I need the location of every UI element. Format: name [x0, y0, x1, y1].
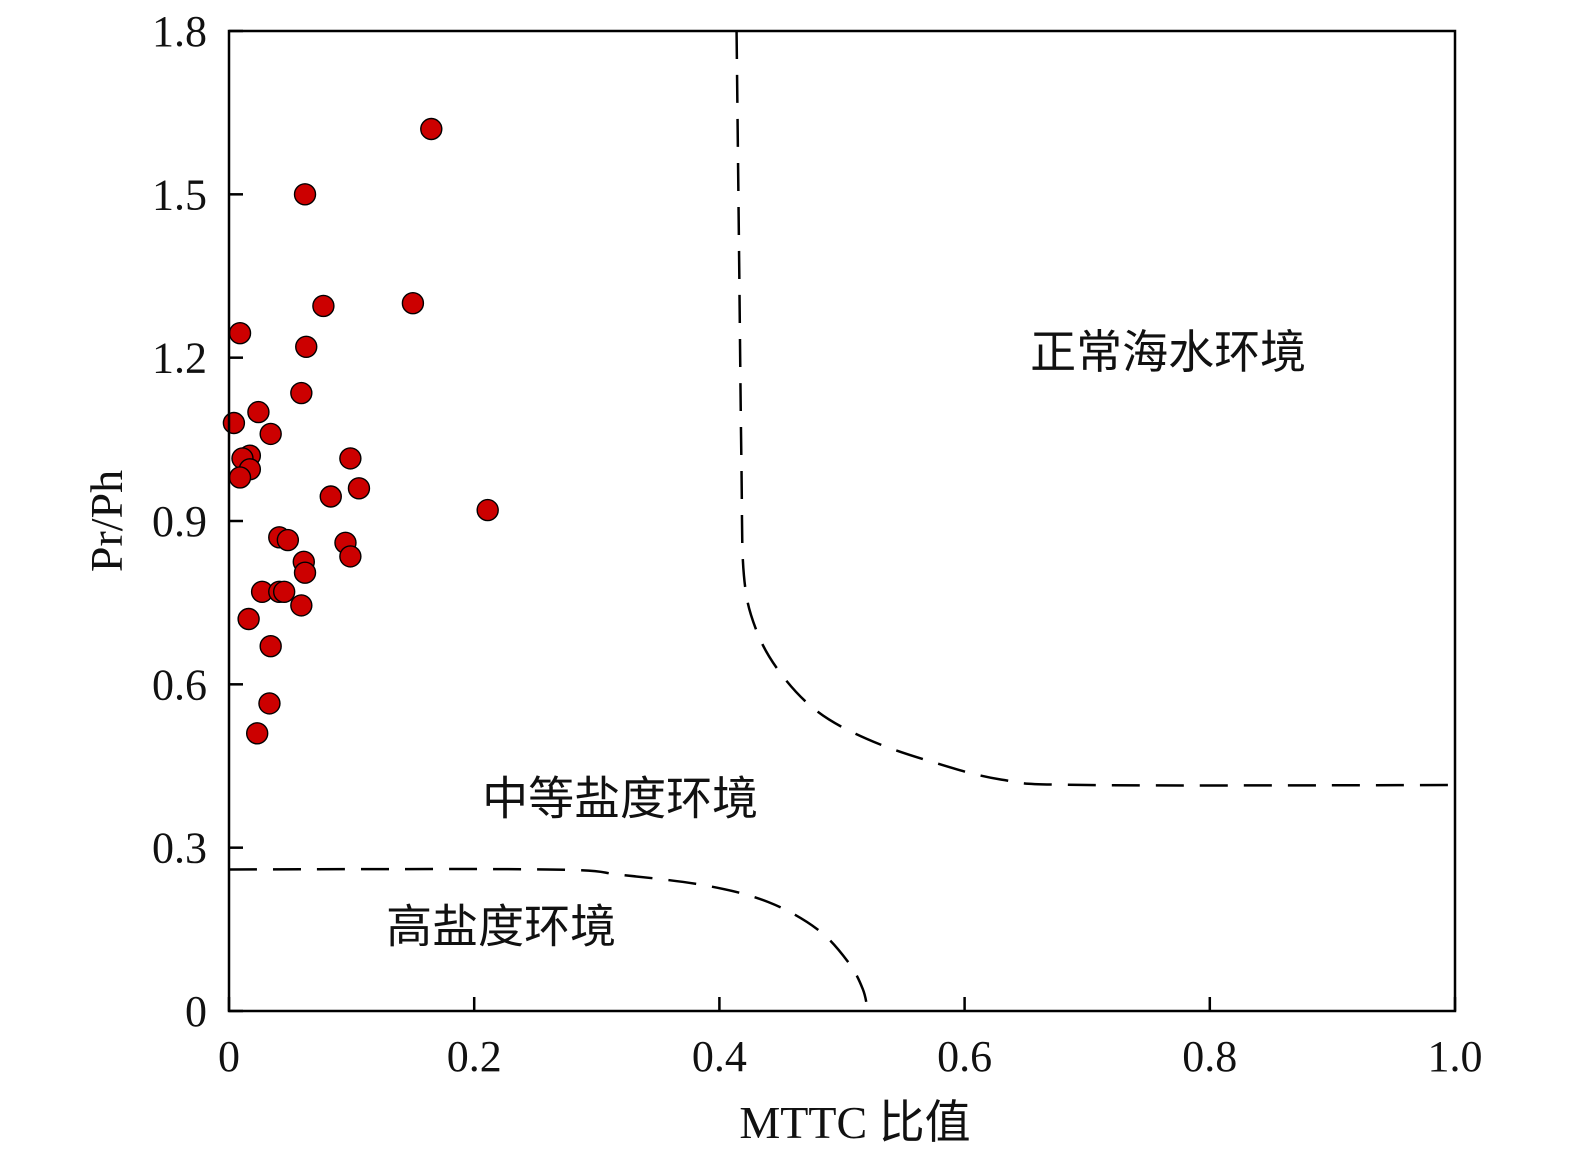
data-point: [293, 561, 317, 584]
data-point: [476, 498, 499, 522]
region-label: 中等盐度环境: [482, 774, 758, 825]
data-point: [258, 692, 281, 715]
data-point: [339, 447, 362, 470]
data-point: [319, 485, 342, 508]
plot-frame: [227, 29, 1457, 1013]
x-tick-label: 0.8: [1182, 1032, 1237, 1081]
y-tick-label: 0: [185, 987, 207, 1036]
x-tick-label: 0.6: [937, 1032, 992, 1081]
y-tick-label: 1.5: [152, 170, 207, 219]
data-point: [272, 580, 296, 603]
high-salinity-boundary: [228, 867, 869, 1012]
data-point: [339, 545, 362, 568]
data-points: [222, 117, 499, 745]
data-point: [259, 635, 282, 658]
data-point: [420, 117, 443, 141]
data-point: [228, 321, 252, 345]
normal-marine-boundary: [735, 30, 1456, 787]
y-tick-label: 0.9: [152, 497, 207, 546]
data-point: [347, 477, 371, 500]
data-point: [276, 528, 300, 552]
data-point: [228, 466, 252, 489]
data-point: [222, 411, 246, 435]
x-tick-label: 0: [218, 1032, 240, 1081]
boundary-lines: [228, 30, 1456, 1012]
data-point: [245, 722, 269, 745]
region-label: 高盐度环境: [386, 902, 616, 953]
data-point: [401, 292, 425, 315]
y-axis-title: Pr/Ph: [81, 470, 132, 572]
y-axis-ticks: 0 0.3 0.6 0.9 1.2 1.5 1.8: [152, 7, 243, 1036]
x-tick-label: 0.2: [447, 1032, 502, 1081]
y-tick-label: 0.6: [152, 660, 207, 709]
data-point: [259, 422, 282, 446]
y-tick-label: 1.8: [152, 7, 207, 56]
x-tick-label: 1.0: [1428, 1032, 1483, 1081]
x-tick-label: 0.4: [692, 1032, 747, 1081]
x-axis-ticks: 0 0.2 0.4 0.6 0.8 1.0: [218, 997, 1483, 1081]
y-tick-label: 1.2: [152, 334, 207, 383]
x-axis-title: MTTC 比值: [739, 1097, 970, 1148]
data-point: [237, 607, 260, 631]
region-label: 正常海水环境: [1030, 327, 1306, 378]
y-tick-label: 0.3: [152, 824, 207, 873]
data-point: [293, 183, 317, 206]
data-point: [290, 381, 313, 405]
data-point: [312, 294, 335, 318]
data-point: [295, 335, 318, 358]
data-point: [290, 594, 313, 617]
data-point: [247, 400, 270, 424]
